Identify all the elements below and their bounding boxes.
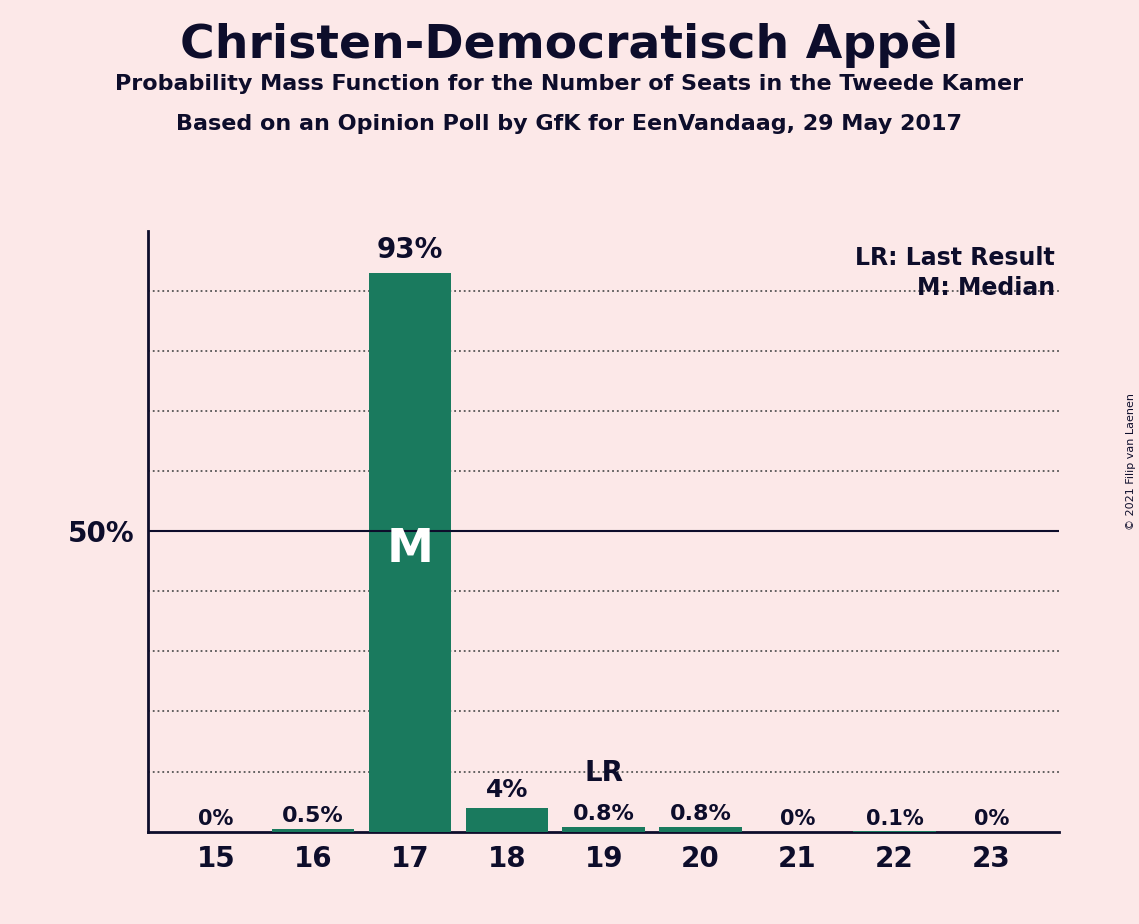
Text: 0%: 0% (198, 809, 233, 829)
Text: LR: Last Result: LR: Last Result (855, 246, 1055, 270)
Text: 0%: 0% (780, 809, 816, 829)
Text: 0.8%: 0.8% (573, 804, 634, 824)
Text: LR: LR (584, 759, 623, 786)
Text: 4%: 4% (485, 778, 527, 801)
Text: 0%: 0% (974, 809, 1009, 829)
Bar (659, 827, 741, 832)
Text: Christen-Democratisch Appèl: Christen-Democratisch Appèl (180, 20, 959, 67)
Bar (369, 274, 451, 832)
Text: 93%: 93% (377, 236, 443, 264)
Text: 0.5%: 0.5% (282, 806, 344, 826)
Text: 0.8%: 0.8% (670, 804, 731, 824)
Text: Based on an Opinion Poll by GfK for EenVandaag, 29 May 2017: Based on an Opinion Poll by GfK for EenV… (177, 114, 962, 134)
Text: 0.1%: 0.1% (866, 808, 924, 829)
Bar (563, 827, 645, 832)
Text: © 2021 Filip van Laenen: © 2021 Filip van Laenen (1126, 394, 1136, 530)
Text: Probability Mass Function for the Number of Seats in the Tweede Kamer: Probability Mass Function for the Number… (115, 74, 1024, 94)
Bar (466, 808, 548, 832)
Text: M: Median: M: Median (917, 276, 1055, 300)
Text: M: M (386, 527, 433, 572)
Bar (272, 829, 354, 832)
